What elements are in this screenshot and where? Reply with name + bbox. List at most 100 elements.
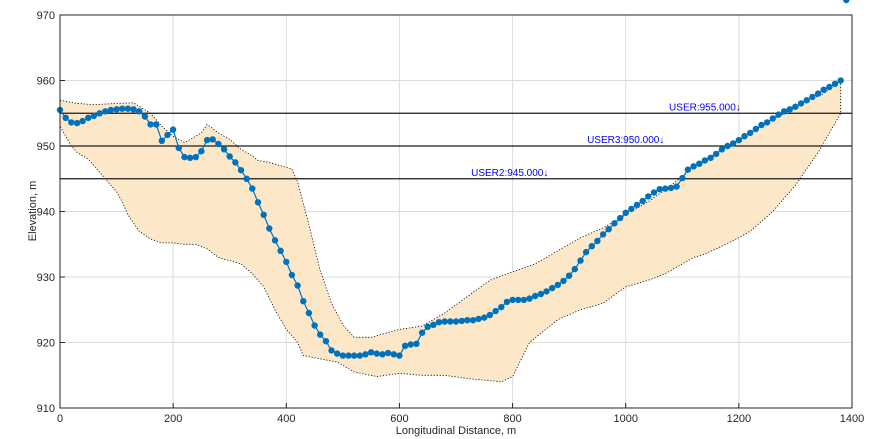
profile-point <box>582 248 590 256</box>
y-axis-title: Elevation, m <box>27 181 39 242</box>
profile-point <box>684 166 692 173</box>
profile-point <box>430 321 437 328</box>
profile-point <box>226 153 233 160</box>
profile-point <box>283 258 290 266</box>
profile-point <box>153 121 160 128</box>
profile-point <box>79 117 86 125</box>
profile-point <box>396 352 403 359</box>
profile-point <box>611 220 618 227</box>
profile-point <box>147 121 154 128</box>
profile-point <box>317 331 324 338</box>
profile-point <box>384 349 392 357</box>
profile-point <box>792 103 799 110</box>
profile-point <box>232 159 239 166</box>
profile-point <box>339 352 347 359</box>
profile-point <box>797 100 805 107</box>
profile-point <box>837 77 844 84</box>
profile-point <box>758 121 765 129</box>
profile-point <box>718 146 726 153</box>
profile-point <box>198 148 205 155</box>
profile-point <box>481 314 488 321</box>
profile-point <box>628 205 635 213</box>
profile-point <box>102 108 109 115</box>
profile-point <box>447 318 454 325</box>
reference-lines: USER:955.000↓ USER3:950.000↓ USER2:945.000… <box>60 102 852 180</box>
profile-point <box>107 106 115 114</box>
profile-point <box>679 174 686 182</box>
profile-point <box>741 133 748 140</box>
profile-point <box>673 183 680 190</box>
profile-point <box>254 199 262 206</box>
profile-point <box>639 197 646 205</box>
profile-point <box>667 184 675 192</box>
profile-point <box>243 175 250 182</box>
profile-point <box>831 80 839 88</box>
profile-point <box>730 140 737 147</box>
profile-point <box>300 298 307 305</box>
profile-point <box>662 185 669 192</box>
y-tick-label: 920 <box>37 338 55 350</box>
profile-point <box>656 186 663 193</box>
x-tick-label: 0 <box>57 413 63 425</box>
profile-point <box>605 226 612 233</box>
profile-point <box>73 119 81 127</box>
profile-point <box>130 106 137 113</box>
profile-point <box>645 193 652 200</box>
profile-point <box>571 265 578 273</box>
profile-point <box>328 347 335 354</box>
x-axis-title: Longitudinal Distance, m <box>396 425 516 437</box>
profile-point <box>271 237 279 244</box>
reference-line-label: USER:955.000↓ <box>669 102 741 113</box>
profile-point <box>288 271 296 279</box>
reference-line-label: USER3:950.000↓ <box>587 135 664 146</box>
profile-point <box>469 317 477 324</box>
profile-point <box>532 292 539 300</box>
profile-point <box>192 153 199 161</box>
profile-point <box>735 136 743 144</box>
profile-point <box>119 105 126 112</box>
y-tick-label: 970 <box>37 10 55 22</box>
profile-point <box>616 214 624 222</box>
profile-point <box>266 225 273 232</box>
profile-point <box>503 298 511 306</box>
profile-point <box>379 351 386 358</box>
y-tick-labels: 910 920 930 940 950 960 970 <box>37 10 55 415</box>
profile-point <box>322 338 330 345</box>
profile-point <box>345 352 352 359</box>
profile-point <box>803 97 810 104</box>
profile-point <box>549 284 556 292</box>
profile-point <box>373 350 380 357</box>
y-tick-label: 940 <box>37 207 55 219</box>
profile-point <box>311 322 318 329</box>
profile-point <box>713 150 720 158</box>
profile-point <box>464 317 471 324</box>
profile-point <box>763 119 771 126</box>
profile-point <box>820 86 827 93</box>
profile-point <box>560 277 567 285</box>
x-tick-label: 1000 <box>613 413 637 425</box>
elevation-profile-points <box>56 0 850 359</box>
profile-point <box>209 136 216 143</box>
profile-point <box>707 154 714 161</box>
x-tick-label: 200 <box>164 413 182 425</box>
profile-point <box>401 342 409 349</box>
profile-point <box>492 307 499 315</box>
profile-point <box>594 237 601 245</box>
profile-point <box>164 131 171 139</box>
profile-point <box>169 126 177 133</box>
y-tick-label: 950 <box>37 141 55 153</box>
profile-point <box>475 315 482 323</box>
profile-point <box>351 352 358 359</box>
profile-point <box>633 201 641 209</box>
profile-point <box>696 160 703 167</box>
profile-point <box>814 90 822 97</box>
profile-point <box>622 209 629 216</box>
profile-point <box>565 272 573 279</box>
profile-point <box>367 349 375 356</box>
profile-point <box>362 351 369 358</box>
profile-point <box>85 114 92 122</box>
profile-point <box>203 136 211 144</box>
profile-point <box>775 111 782 118</box>
profile-point <box>158 137 165 144</box>
